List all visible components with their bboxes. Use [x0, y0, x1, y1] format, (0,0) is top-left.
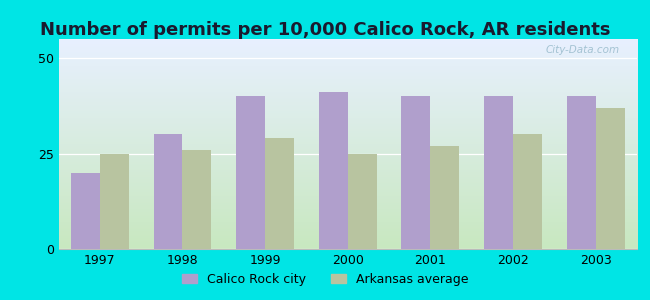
Bar — [402, 96, 430, 249]
Bar — [484, 96, 513, 249]
Bar — [567, 96, 595, 249]
Bar — [265, 138, 294, 249]
Text: Number of permits per 10,000 Calico Rock, AR residents: Number of permits per 10,000 Calico Rock… — [40, 21, 610, 39]
Bar — [183, 150, 211, 249]
Bar — [100, 154, 129, 249]
Bar — [430, 146, 460, 249]
Bar — [595, 108, 625, 249]
Bar — [236, 96, 265, 249]
Bar — [153, 134, 183, 249]
Legend: Calico Rock city, Arkansas average: Calico Rock city, Arkansas average — [177, 268, 473, 291]
Text: City-Data.com: City-Data.com — [545, 45, 619, 55]
Bar — [318, 92, 348, 249]
Bar — [71, 172, 100, 249]
Bar — [348, 154, 377, 249]
Bar — [513, 134, 542, 249]
